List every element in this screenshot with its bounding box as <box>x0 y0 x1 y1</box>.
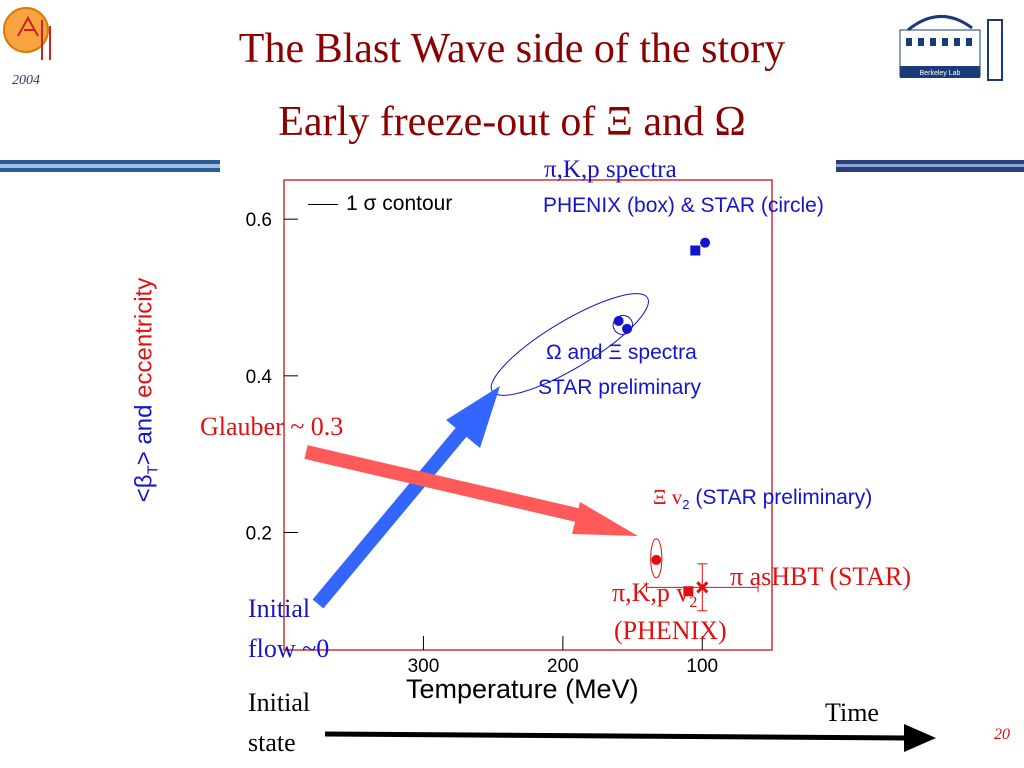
y-axis-label: <βT> and eccentricity <box>131 278 162 502</box>
phenix-star-label: PHENIX (box) & STAR (circle) <box>543 194 824 217</box>
time-label: Time <box>825 698 879 727</box>
y-tick-label: 0.2 <box>246 524 272 545</box>
glauber-label: Glauber ~ 0.3 <box>200 412 344 441</box>
x-tick-label: 200 <box>547 656 579 677</box>
top-band-left <box>0 160 220 172</box>
time-arrow <box>324 724 936 752</box>
conference-logo <box>3 7 51 60</box>
data-markers <box>613 237 711 597</box>
contour-legend: 1 σ contour <box>308 192 452 216</box>
x-tick-label: 300 <box>408 656 440 677</box>
sigma-contour <box>612 314 633 335</box>
data-point-circle <box>613 316 624 326</box>
y-label-eccentricity: eccentricity <box>130 277 158 398</box>
x-axis-label: Temperature (MeV) <box>406 674 639 704</box>
y-tick-label: 0.6 <box>246 210 272 231</box>
xi-v2-prefix: Ξ v <box>653 485 683 509</box>
data-point-cross <box>696 581 709 594</box>
x-tick-label: 100 <box>686 656 718 677</box>
data-point-circle <box>621 323 632 334</box>
initial-flow-label-1: Initial <box>248 594 311 623</box>
pikp-v2-prefix: π,K,p v <box>612 578 690 607</box>
pikp-spectra-label: π,K,p spectra <box>544 156 677 183</box>
phenix-v2-label: (PHENIX) <box>614 616 727 645</box>
y-label-sub: T <box>144 465 162 475</box>
initial-state-label-1: Initial <box>248 688 311 717</box>
berkeley-lab-logo <box>899 15 1003 81</box>
logo-text: Berkeley Lab <box>920 70 961 77</box>
data-point-circle <box>651 554 662 565</box>
y-axis: 0.2 0.4 0.6 <box>246 210 298 545</box>
plot-frame <box>283 179 773 651</box>
xi-v2-suffix: (STAR preliminary) <box>689 486 873 509</box>
data-point-circle <box>700 237 711 248</box>
slide-subtitle: Early freeze-out of Ξ and Ω <box>278 99 746 145</box>
pikp-v2-label: π,K,p v2 <box>612 578 697 612</box>
xi-v2-label: Ξ v2 (STAR preliminary) <box>653 485 872 512</box>
contour-legend-label: 1 σ contour <box>346 192 453 215</box>
initial-state-label-2: state <box>248 728 296 757</box>
star-preliminary-label: STAR preliminary <box>538 376 701 399</box>
x-axis: 300 200 100 <box>408 636 718 677</box>
contour-legend-line <box>308 203 338 205</box>
pikp-v2-sub: 2 <box>689 594 698 612</box>
y-label-beta: <β <box>130 474 158 503</box>
slide-title: The Blast Wave side of the story <box>238 26 786 72</box>
initial-flow-label-2: flow ~0 <box>248 634 330 663</box>
logo-year: 2004 <box>12 73 40 88</box>
y-label-close: > and <box>130 397 158 466</box>
xi-v2-sub: 2 <box>682 497 690 513</box>
pi-ashbt-label: π asHBT (STAR) <box>730 562 912 591</box>
page-number: 20 <box>994 726 1010 743</box>
omega-xi-label: Ω and Ξ spectra <box>546 341 697 364</box>
contours <box>490 293 663 579</box>
sigma-contour <box>650 538 663 579</box>
data-point-square <box>690 245 701 256</box>
top-band-right <box>836 160 1024 172</box>
initial-flow-arrow <box>312 386 500 609</box>
y-tick-label: 0.4 <box>246 367 273 388</box>
data-point-square <box>683 586 694 597</box>
glauber-arrow <box>304 445 638 536</box>
